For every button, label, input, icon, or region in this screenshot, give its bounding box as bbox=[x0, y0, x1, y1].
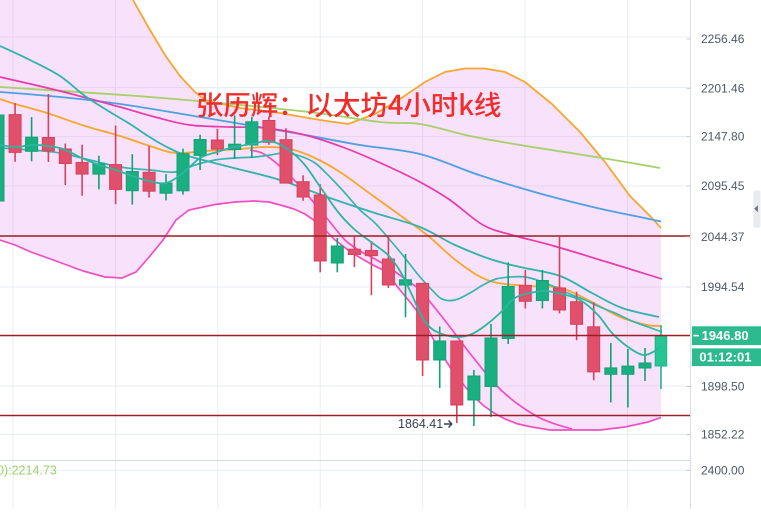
svg-text:1852.22: 1852.22 bbox=[701, 428, 745, 442]
svg-text:1898.50: 1898.50 bbox=[701, 380, 745, 394]
svg-text:1864.41: 1864.41 bbox=[398, 417, 443, 431]
svg-text:01:12:01: 01:12:01 bbox=[699, 350, 751, 365]
svg-text:2400.00: 2400.00 bbox=[701, 464, 745, 478]
svg-text:2256.46: 2256.46 bbox=[701, 32, 745, 46]
svg-text:2147.80: 2147.80 bbox=[701, 130, 745, 144]
svg-text:0):2214.73: 0):2214.73 bbox=[0, 464, 57, 478]
svg-text:1994.54: 1994.54 bbox=[701, 280, 745, 294]
svg-text:2201.46: 2201.46 bbox=[701, 82, 745, 96]
svg-text:1946.80: 1946.80 bbox=[702, 328, 749, 343]
svg-text:2095.45: 2095.45 bbox=[701, 179, 745, 193]
svg-text:2044.37: 2044.37 bbox=[701, 230, 745, 244]
